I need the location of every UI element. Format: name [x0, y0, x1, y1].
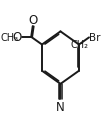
- Text: O: O: [13, 31, 22, 44]
- Text: CH₃: CH₃: [1, 33, 19, 42]
- Text: O: O: [29, 13, 38, 26]
- Text: Br: Br: [89, 33, 101, 43]
- Text: N: N: [56, 100, 65, 113]
- Text: CH₂: CH₂: [71, 39, 89, 49]
